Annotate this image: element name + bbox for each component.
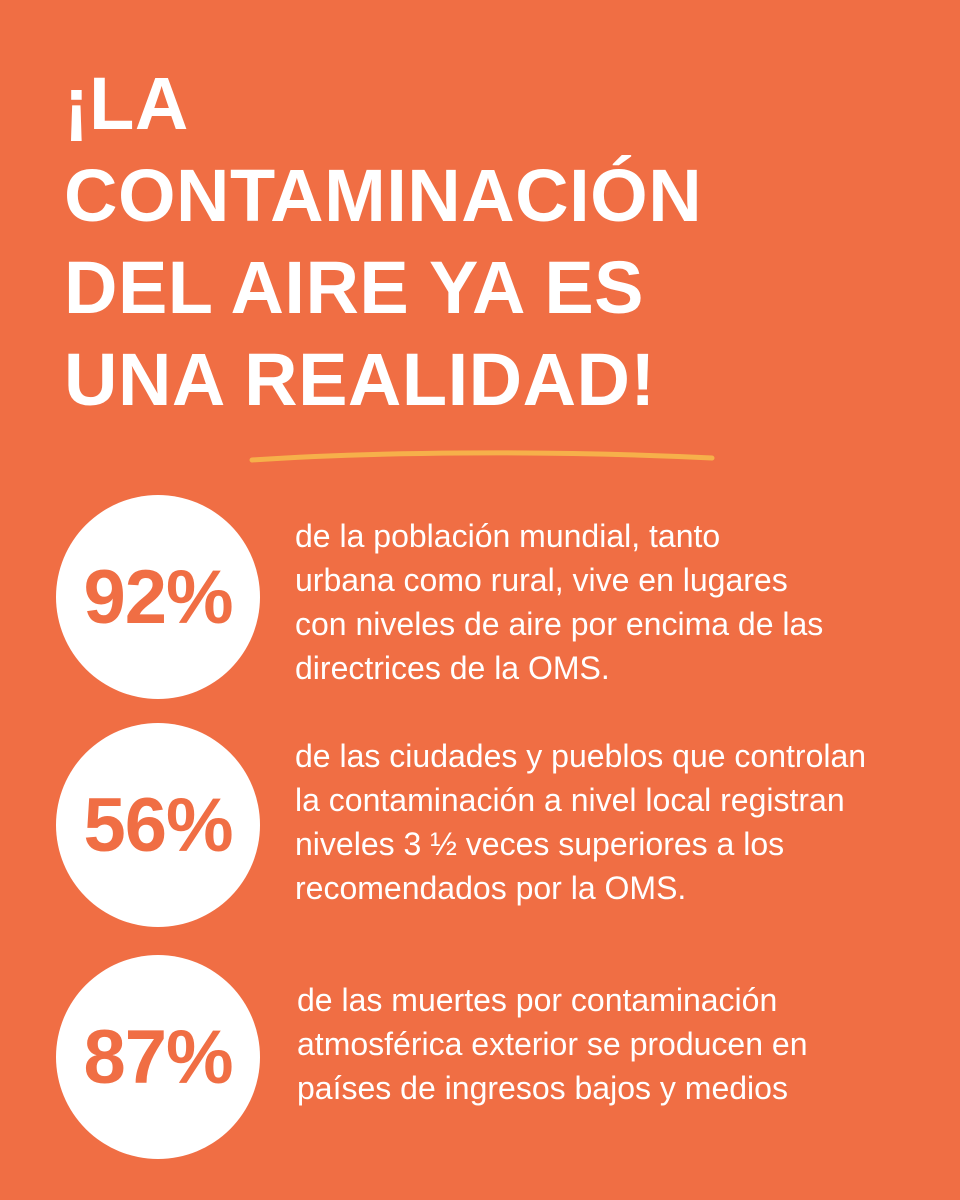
stat-2-line-1: de las ciudades y pueblos que controlan	[295, 738, 867, 774]
headline-line-1: ¡LA	[64, 62, 189, 145]
stat-circle-3: 87%	[56, 955, 260, 1159]
headline-line-2: CONTAMINACIÓN	[64, 154, 703, 237]
stat-3-line-1: de las muertes por contaminación	[297, 982, 778, 1018]
headline-line-4: UNA REALIDAD!	[64, 338, 656, 421]
stat-circle-1: 92%	[56, 495, 260, 699]
stat-value-1: 92%	[83, 554, 233, 640]
stat-description-1: de la población mundial, tanto urbana co…	[295, 514, 955, 690]
stat-1-line-2: urbana como rural, vive en lugares	[295, 562, 788, 598]
stat-1-line-4: directrices de la OMS.	[295, 650, 610, 686]
headline-line-3: DEL AIRE YA ES	[64, 246, 645, 329]
stat-1-line-3: con niveles de aire por encima de las	[295, 606, 824, 642]
stat-description-2: de las ciudades y pueblos que controlan …	[295, 734, 955, 910]
stat-2-line-4: recomendados por la OMS.	[295, 870, 687, 906]
stat-1-line-1: de la población mundial, tanto	[295, 518, 721, 554]
stat-circle-2: 56%	[56, 723, 260, 927]
stat-2-line-2: la contaminación a nivel local registran	[295, 782, 845, 818]
headline: ¡LA CONTAMINACIÓN DEL AIRE YA ES UNA REA…	[64, 58, 924, 426]
stat-value-3: 87%	[83, 1014, 233, 1100]
stat-3-line-2: atmosférica exterior se producen en	[297, 1026, 808, 1062]
stat-value-2: 56%	[83, 782, 233, 868]
stat-description-3: de las muertes por contaminación atmosfé…	[297, 978, 957, 1110]
stat-3-line-3: países de ingresos bajos y medios	[297, 1070, 788, 1106]
brush-underline	[249, 450, 715, 463]
stat-2-line-3: niveles 3 ½ veces superiores a los	[295, 826, 785, 862]
